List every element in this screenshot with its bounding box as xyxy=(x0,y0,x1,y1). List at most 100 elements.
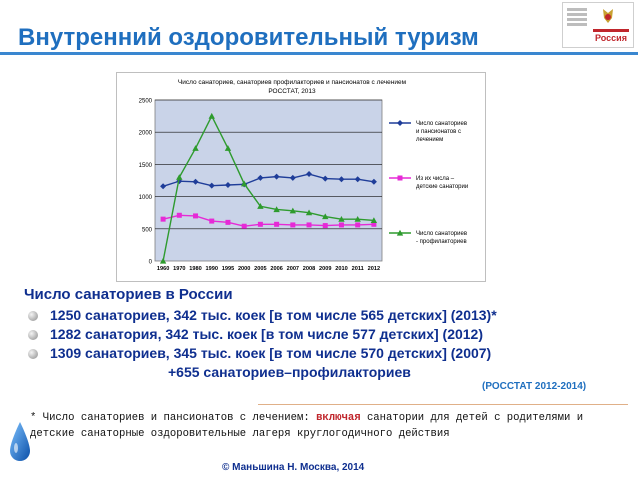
source-note: (РОССТАТ 2012-2014) xyxy=(482,381,587,392)
data-point-series-1 xyxy=(306,171,313,178)
x-tick-label: 2012 xyxy=(368,266,380,272)
data-point-series-2 xyxy=(225,219,231,225)
data-point-series-1 xyxy=(354,176,361,183)
footnote-text-end: санатории для детей с родителями и детск… xyxy=(30,412,584,440)
legend-label: Число санаториев xyxy=(416,121,467,127)
y-tick-label: 0 xyxy=(149,260,153,266)
data-point-series-2 xyxy=(274,221,280,227)
profilactoria-count: +655 санаториев–профилакториев xyxy=(168,364,411,380)
chart-container: Число санаториев, санаториев профилактор… xyxy=(116,72,486,282)
data-point-series-3 xyxy=(176,174,183,180)
data-point-series-1 xyxy=(289,174,296,181)
data-point-series-3 xyxy=(192,145,199,151)
data-point-series-1 xyxy=(160,183,167,190)
data-point-series-2 xyxy=(322,223,328,229)
footnote-text-start: * Число санаториев и пансионатов с лечен… xyxy=(30,412,317,424)
x-tick-label: 1990 xyxy=(206,266,218,272)
data-point-series-3 xyxy=(224,145,232,151)
x-tick-label: 2005 xyxy=(254,266,266,272)
data-point-series-1 xyxy=(224,182,231,189)
bullet-icon xyxy=(28,330,38,340)
data-point-series-3 xyxy=(208,112,215,119)
line-chart: Число санаториев, санаториев профилактор… xyxy=(139,79,469,272)
data-point-series-1 xyxy=(208,182,215,189)
data-point-series-2 xyxy=(160,216,166,222)
data-point-series-2 xyxy=(355,222,361,228)
data-point-series-2 xyxy=(338,222,344,228)
legend-label: лечением xyxy=(416,137,443,143)
water-drop-icon xyxy=(8,420,32,464)
legend-marker-2 xyxy=(397,175,403,181)
legend-label: - профилакториев xyxy=(416,239,467,245)
bullet-item-2007: 1309 санаториев, 345 тыс. коек [в том чи… xyxy=(28,345,491,365)
footnote: * Число санаториев и пансионатов с лечен… xyxy=(30,410,630,442)
x-tick-label: 2000 xyxy=(238,266,250,272)
section-title: Число санаториев в России xyxy=(24,286,233,303)
legend-label: детские санатории xyxy=(416,184,468,190)
footnote-highlight: включая xyxy=(316,412,361,424)
y-tick-label: 1500 xyxy=(139,163,153,169)
legend-label: Из их числа – xyxy=(416,176,455,182)
bullet-text: 1309 санаториев, 345 тыс. коек [в том чи… xyxy=(50,345,492,361)
copyright: © Маньшина Н. Москва, 2014 xyxy=(222,462,365,473)
y-tick-label: 2500 xyxy=(139,99,153,105)
bullet-text: 1250 санаториев, 342 тыс. коек [в том чи… xyxy=(50,307,497,323)
legend-label: Число санаториев xyxy=(416,231,467,237)
series-line-2 xyxy=(162,214,374,227)
legend-marker-3 xyxy=(396,229,404,236)
data-point-series-2 xyxy=(176,212,182,218)
y-tick-label: 2000 xyxy=(139,131,153,137)
x-tick-label: 1970 xyxy=(173,266,185,272)
data-point-series-2 xyxy=(306,222,312,228)
data-point-series-3 xyxy=(338,215,345,222)
data-point-series-2 xyxy=(257,221,263,227)
data-point-series-1 xyxy=(338,176,345,183)
bullet-icon xyxy=(28,349,38,359)
legend-label: и пансионатов с xyxy=(416,129,461,135)
data-point-series-1 xyxy=(273,173,280,180)
data-point-series-2 xyxy=(209,218,215,224)
logo-text: Россия xyxy=(595,33,627,43)
chart-title: Число санаториев, санаториев профилактор… xyxy=(178,79,407,86)
y-tick-label: 500 xyxy=(142,227,153,233)
x-tick-label: 2006 xyxy=(270,266,282,272)
data-point-series-3 xyxy=(257,203,264,209)
double-headed-eagle-icon xyxy=(603,9,613,23)
legend-marker-1 xyxy=(397,120,403,126)
data-point-series-3 xyxy=(305,209,313,216)
data-point-series-3 xyxy=(354,215,361,222)
x-tick-label: 2008 xyxy=(303,266,315,272)
data-point-series-3 xyxy=(370,217,378,224)
x-tick-label: 2009 xyxy=(319,266,331,272)
x-tick-label: 1995 xyxy=(222,266,234,272)
x-tick-label: 1980 xyxy=(189,266,201,272)
y-tick-label: 1000 xyxy=(139,195,153,201)
data-point-series-2 xyxy=(290,222,296,228)
x-tick-label: 1960 xyxy=(157,266,169,272)
data-point-series-3 xyxy=(289,207,297,214)
data-point-series-3 xyxy=(159,257,167,264)
plot-area xyxy=(154,99,383,262)
data-point-series-1 xyxy=(257,174,264,181)
chart-subtitle: РОССТАТ, 2013 xyxy=(268,88,316,95)
data-point-series-3 xyxy=(273,206,280,213)
data-point-series-1 xyxy=(370,178,377,185)
x-tick-label: 2010 xyxy=(335,266,347,272)
data-point-series-2 xyxy=(371,221,377,227)
header-divider xyxy=(0,52,638,55)
bullet-item-2012: 1282 санатория, 342 тыс. коек [в том чис… xyxy=(28,326,483,346)
x-tick-label: 2011 xyxy=(352,266,364,272)
source-divider xyxy=(258,404,628,405)
data-point-series-3 xyxy=(322,213,329,220)
bullet-icon xyxy=(28,311,38,321)
data-point-series-2 xyxy=(241,223,247,229)
x-tick-label: 2007 xyxy=(287,266,299,272)
data-point-series-2 xyxy=(193,213,199,219)
russia-logo: Россия xyxy=(562,2,634,48)
data-point-series-1 xyxy=(192,178,199,185)
data-point-series-3 xyxy=(240,180,248,187)
data-point-series-1 xyxy=(322,175,329,182)
bullet-item-2013: 1250 санаториев, 342 тыс. коек [в том чи… xyxy=(28,307,497,327)
slide-title: Внутренний оздоровительный туризм xyxy=(18,24,479,51)
bullet-text: 1282 санатория, 342 тыс. коек [в том чис… xyxy=(50,326,483,342)
